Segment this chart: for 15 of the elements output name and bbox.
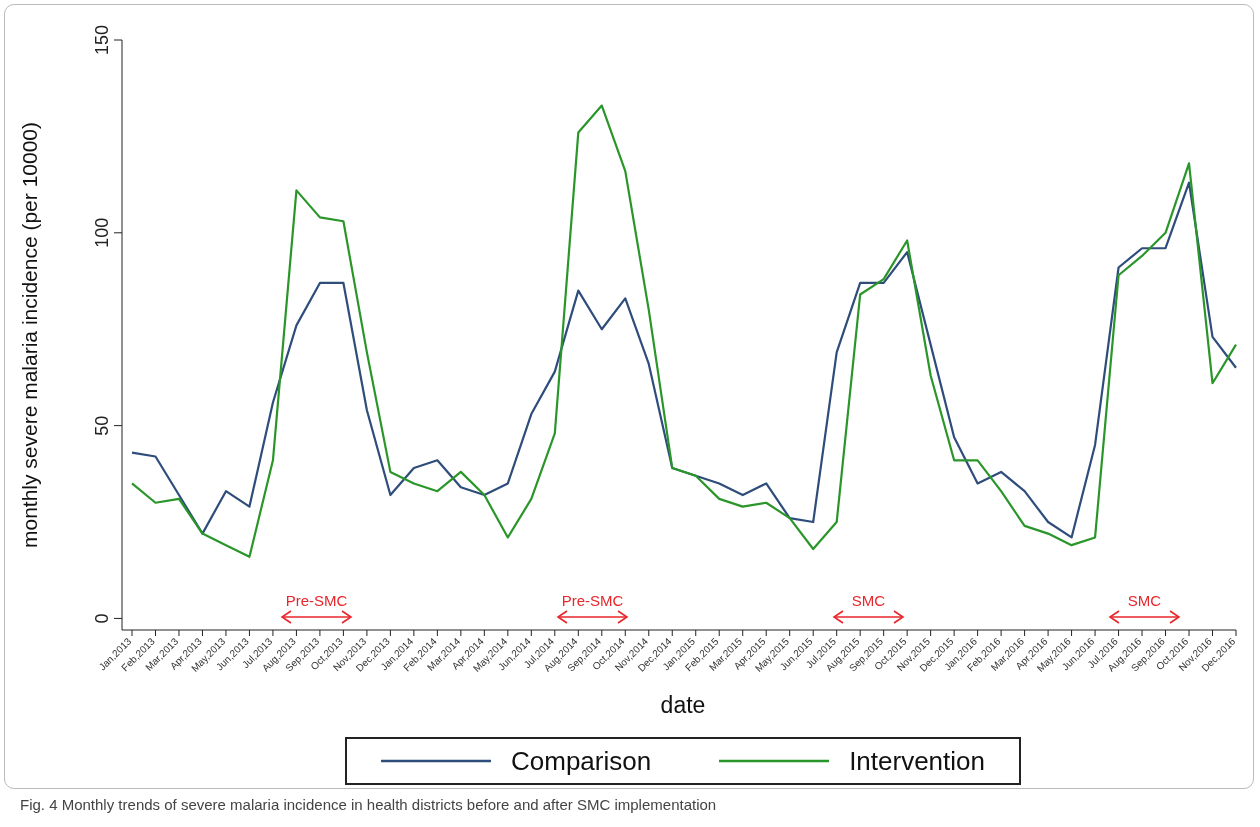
- annotation: SMC: [851, 592, 886, 609]
- y-axis-title: monthly severe malaria incidence (per 10000): [18, 121, 42, 549]
- x-axis-title: date: [660, 691, 706, 719]
- legend-label: Intervention: [849, 745, 985, 777]
- legend-label: Comparison: [510, 745, 652, 777]
- annotation: SMC: [1127, 592, 1162, 609]
- y-tick-label: 100: [92, 217, 112, 248]
- y-tick-label: 150: [92, 24, 112, 56]
- y-tick-label: 50: [92, 415, 112, 436]
- caption: Fig. 4 Monthly trends of severe malaria incidence in health districts before and after SMC implementation: [20, 796, 717, 813]
- y-tick-label: 0: [92, 613, 112, 624]
- line-series: [130, 104, 1238, 558]
- line-series: [130, 181, 1238, 539]
- annotation: Pre-SMC: [285, 592, 348, 609]
- annotation: Pre-SMC: [561, 592, 624, 609]
